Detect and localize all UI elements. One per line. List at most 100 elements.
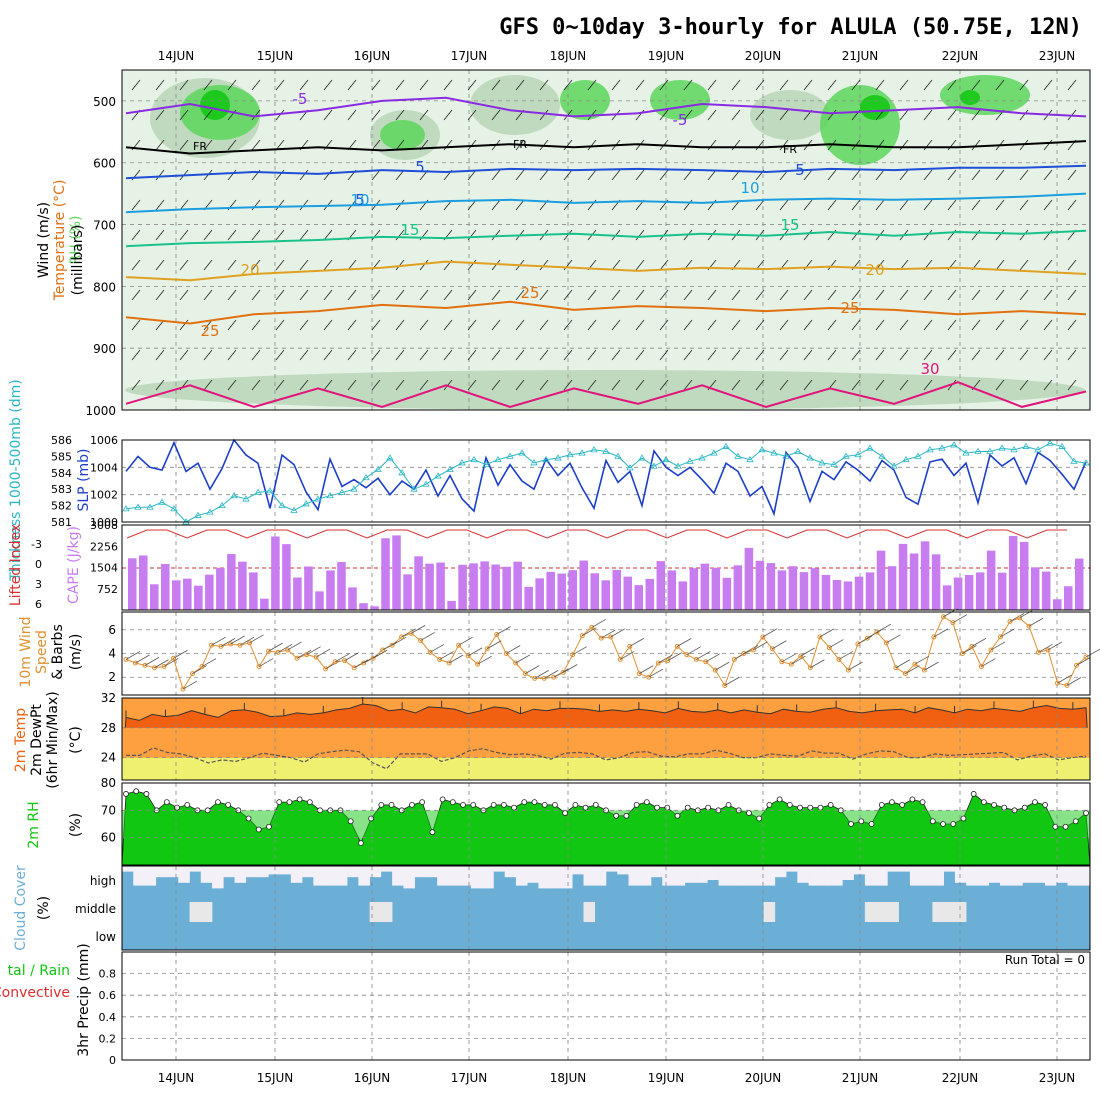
- wind-barb: [131, 229, 141, 241]
- panel-frame: [121, 524, 1091, 611]
- wind-barb: [395, 229, 405, 241]
- wind10-point: [256, 664, 262, 670]
- cape-bar: [645, 578, 655, 610]
- wind-barb: [947, 319, 957, 331]
- wind-barb: [1067, 349, 1077, 361]
- wind10-point: [551, 674, 557, 680]
- wind-barb: [371, 289, 381, 301]
- thickness-point: [986, 447, 994, 454]
- slp-panel: 581 582 583 584 585 586 1000 1002 1004 1006 Thickn…: [8, 379, 1091, 582]
- cloud-high-gap: [358, 866, 370, 886]
- thickness-point: [638, 454, 646, 461]
- wind-barb: [515, 319, 525, 331]
- thickness-point: [938, 444, 946, 451]
- cloud-high-gap: [302, 866, 314, 878]
- wind10-point: [722, 683, 728, 689]
- wind10-point: [598, 635, 604, 641]
- isotherm-FR: [125, 140, 1087, 155]
- wind10-barb: [696, 651, 711, 660]
- thickness-point: [434, 472, 442, 479]
- panel-ylabel: 10m WindSpeed& Barbs: [18, 616, 66, 687]
- rh2m-point: [511, 804, 517, 811]
- panel-frame: [121, 951, 1091, 1061]
- thickness-point: [590, 446, 598, 453]
- cloud-high-gap: [1022, 866, 1035, 883]
- y-tick-label: 1004: [90, 461, 118, 474]
- wind10-barb: [886, 634, 901, 644]
- wind10-point: [874, 629, 880, 635]
- date-label-bottom: 14JUN: [158, 1071, 195, 1085]
- date-label-bottom: 18JUN: [550, 1071, 587, 1085]
- rh2m-point: [123, 791, 129, 797]
- wind10-point: [836, 656, 842, 662]
- cape-panel: 752 1504 2256 3008 -3 0 3 6 Lifted Index CAPE (J/…: [8, 519, 1091, 611]
- wind10-point: [446, 660, 452, 666]
- cape-bar: [282, 544, 291, 610]
- y-tick-label: 800: [93, 280, 116, 294]
- wind-barb: [419, 289, 429, 301]
- wind-barb: [827, 199, 837, 211]
- thickness-point: [662, 455, 670, 463]
- wind-barb: [1043, 169, 1053, 181]
- wind10-point: [247, 640, 253, 646]
- y-tick-label: 0.8: [99, 968, 117, 981]
- wind10-barb: [572, 646, 587, 656]
- wind-barb: [395, 319, 405, 331]
- thickness-point: [146, 503, 154, 510]
- rh2m-point: [613, 812, 620, 819]
- ylabel-line: SLP (mb): [76, 448, 92, 511]
- rh-patch: [940, 75, 1030, 115]
- rh2m-point: [347, 818, 354, 825]
- wind-barb: [1043, 319, 1053, 331]
- cloud-high-gap: [786, 866, 798, 872]
- cape-bar: [293, 577, 302, 610]
- wind-barb: [923, 349, 933, 361]
- cloud-high-gap: [482, 866, 494, 889]
- thickness-point: [386, 454, 394, 461]
- wind-barb: [179, 139, 189, 151]
- cape-bar: [414, 556, 423, 610]
- cape-bar: [447, 600, 456, 610]
- wind-barb: [203, 289, 213, 301]
- wind-barb: [563, 139, 573, 151]
- cape-bar: [755, 560, 765, 610]
- wind-barb: [443, 349, 453, 361]
- rh-patch: [200, 90, 230, 120]
- thickness-point: [602, 447, 610, 454]
- wind10-point: [1054, 680, 1060, 686]
- wind-barb: [971, 349, 981, 361]
- rh2m-point: [429, 829, 436, 836]
- wind10-point: [788, 661, 794, 667]
- chart-title: GFS 0~10day 3-hourly for ALULA (50.75E, …: [499, 15, 1082, 40]
- wind10-barb: [211, 636, 226, 646]
- cloud-high-gap: [369, 866, 382, 878]
- wind10-point: [1007, 618, 1013, 624]
- wind10-point: [408, 630, 414, 636]
- wind-barb: [827, 349, 837, 361]
- wind10-point: [427, 649, 433, 655]
- wind10-point: [760, 634, 766, 640]
- y-tick-label: 28: [101, 721, 116, 735]
- wind-barb: [947, 139, 957, 151]
- wind10-barb: [791, 655, 806, 665]
- cloud-high-gap: [1056, 866, 1068, 883]
- wind-barb: [875, 319, 885, 331]
- wind10-point: [1083, 654, 1089, 660]
- wind-barb: [659, 349, 669, 361]
- wind10-barb: [781, 653, 797, 663]
- rh2m-point: [868, 821, 875, 827]
- wind-barb: [515, 79, 525, 91]
- wind10-point: [978, 664, 984, 670]
- wind-barb: [875, 379, 885, 391]
- wind10-point: [693, 656, 699, 662]
- slp-line: [125, 438, 1087, 517]
- wind-barb: [707, 169, 717, 181]
- thickness-point: [506, 452, 514, 459]
- thickness-point: [410, 485, 418, 492]
- cloud-mid-gap: [887, 902, 899, 922]
- cloud-high-gap: [628, 866, 641, 886]
- wind10-point: [969, 643, 975, 649]
- cape-bar: [711, 567, 721, 610]
- date-label-bottom: 22JUN: [942, 1071, 979, 1085]
- wind10-barb: [658, 654, 673, 664]
